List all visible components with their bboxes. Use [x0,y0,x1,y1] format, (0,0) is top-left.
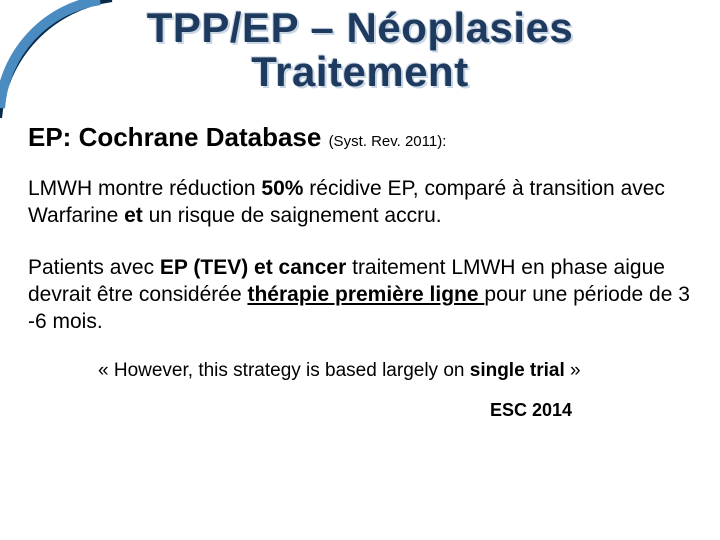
paragraph-2: Patients avec EP (TEV) et cancer traitem… [28,254,692,336]
paragraph-1: LMWH montre réduction 50% récidive EP, c… [28,175,692,230]
heading-main: EP: Cochrane Database [28,122,329,152]
quote: « However, this strategy is based largel… [28,360,692,382]
p1-seg2: 50% [261,177,309,200]
title-line-2: Traitement [0,50,720,94]
section-heading: EP: Cochrane Database (Syst. Rev. 2011): [28,122,692,153]
title-line-1: TPP/EP – Néoplasies [0,6,720,50]
source-citation: ESC 2014 [28,400,692,421]
slide: TPP/EP – Néoplasies Traitement EP: Cochr… [0,0,720,540]
quote-open: « However, this strategy is based largel… [98,360,470,381]
p1-seg4: et [124,204,149,227]
slide-title: TPP/EP – Néoplasies Traitement [0,0,720,94]
p2-seg4: thérapie première ligne [247,283,484,306]
quote-close: » [565,360,581,381]
p1-seg5: un risque de saignement accru. [149,204,442,227]
p1-seg1: LMWH montre réduction [28,177,261,200]
source-text: ESC 2014 [490,400,572,420]
p2-seg2: EP (TEV) et cancer [160,256,352,279]
p2-seg1: Patients avec [28,256,160,279]
quote-bold: single trial [470,360,565,381]
slide-body: EP: Cochrane Database (Syst. Rev. 2011):… [0,94,720,420]
heading-sub: (Syst. Rev. 2011): [329,133,447,150]
